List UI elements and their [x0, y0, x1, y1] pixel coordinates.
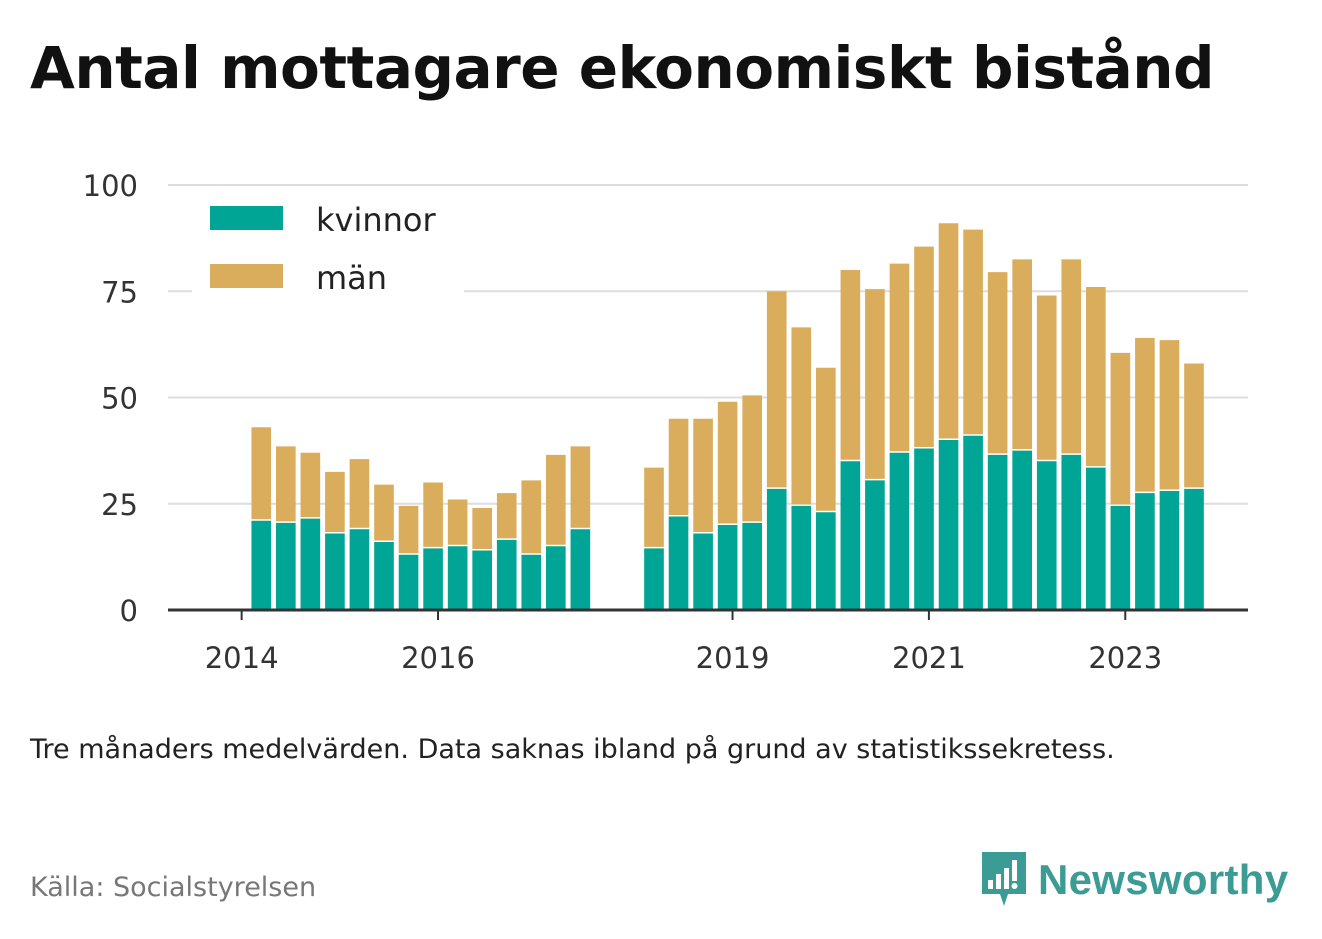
bar-man: [668, 418, 689, 515]
bar-kvinnor: [472, 550, 492, 610]
bar-kvinnor: [521, 554, 542, 610]
bar-man: [889, 263, 910, 452]
bar-man: [791, 327, 812, 505]
bar-man: [1135, 338, 1155, 492]
bar-kvinnor: [1036, 461, 1057, 610]
bar-man: [300, 452, 321, 518]
bar-man: [644, 467, 664, 547]
bar-kvinnor: [447, 546, 468, 610]
bar-kvinnor: [374, 542, 394, 610]
chart-title: Antal mottagare ekonomiskt bistånd: [30, 34, 1215, 102]
y-tick-label: 75: [101, 275, 138, 309]
x-tick-label: 2021: [892, 641, 966, 675]
bar-man: [816, 367, 836, 511]
bar-man: [325, 471, 345, 532]
bar-kvinnor: [1012, 450, 1032, 610]
bar-man: [374, 484, 394, 541]
bar-kvinnor: [1086, 467, 1106, 610]
bar-kvinnor: [398, 554, 419, 610]
y-tick-label: 50: [101, 382, 138, 416]
bar-man: [546, 454, 566, 545]
source-text: Källa: Socialstyrelsen: [30, 872, 317, 903]
bar-kvinnor: [766, 488, 787, 610]
axes: 0 25 50 75 100 2014 2016 2019 2021 2023: [83, 169, 1248, 675]
bar-man: [865, 289, 885, 479]
bar-man: [570, 446, 591, 528]
y-tick-label: 0: [120, 594, 138, 628]
brand-logo: Newsworthy: [980, 850, 1288, 910]
bar-kvinnor: [914, 448, 934, 610]
bar-kvinnor: [1159, 491, 1180, 610]
bar-kvinnor: [840, 461, 861, 610]
bar-kvinnor: [1135, 493, 1155, 610]
bar-man: [1012, 259, 1032, 450]
bar-kvinnor: [1184, 488, 1204, 610]
bar-kvinnor: [1061, 454, 1082, 610]
x-tick-label: 2016: [401, 641, 475, 675]
bar-man: [1110, 352, 1131, 505]
bar-man: [963, 229, 983, 435]
bar-kvinnor: [717, 525, 738, 610]
bar-kvinnor: [300, 518, 321, 610]
bar-man: [1036, 295, 1057, 460]
bar-man: [742, 395, 762, 522]
bar-kvinnor: [546, 546, 566, 610]
bar-man: [1086, 287, 1106, 467]
bar-man: [349, 459, 370, 528]
bar-chart: 0 25 50 75 100 2014 2016 2019 2021 2023 kvinnor mä…: [83, 169, 1248, 675]
bar-man: [840, 270, 861, 460]
bar-man: [914, 246, 934, 447]
bar-kvinnor: [816, 512, 836, 610]
newsworthy-logo-icon: [982, 852, 1026, 906]
bar-kvinnor: [889, 452, 910, 610]
bar-kvinnor: [791, 505, 812, 610]
bar-kvinnor: [570, 529, 591, 610]
bar-kvinnor: [644, 548, 664, 610]
bar-man: [423, 482, 443, 547]
bar-man: [398, 505, 419, 554]
y-tick-label: 25: [101, 488, 138, 522]
bar-kvinnor: [938, 440, 959, 610]
bar-man: [766, 291, 787, 488]
bar-man: [496, 493, 517, 539]
bar-man: [938, 223, 959, 439]
bar-kvinnor: [1110, 505, 1131, 610]
bar-man: [251, 427, 272, 520]
bar-man: [693, 418, 713, 532]
bar-man: [987, 272, 1008, 454]
bar-kvinnor: [251, 520, 272, 610]
bar-kvinnor: [865, 480, 885, 610]
bar-man: [276, 446, 296, 522]
bar-kvinnor: [349, 529, 370, 610]
legend-swatch: [210, 206, 283, 230]
bar-kvinnor: [693, 533, 713, 610]
chart-note: Tre månaders medelvärden. Data saknas ib…: [30, 734, 1115, 765]
y-tick-label: 100: [83, 169, 138, 203]
bar-kvinnor: [276, 522, 296, 610]
bar-kvinnor: [496, 539, 517, 610]
bar-man: [447, 499, 468, 545]
x-tick-label: 2023: [1088, 641, 1162, 675]
bar-kvinnor: [742, 522, 762, 610]
bar-kvinnor: [668, 516, 689, 610]
bar-kvinnor: [325, 533, 345, 610]
bar-man: [717, 401, 738, 524]
bar-man: [1159, 340, 1180, 490]
bars: [251, 223, 1204, 610]
bar-kvinnor: [963, 435, 983, 610]
legend-label: män: [316, 259, 387, 297]
x-tick-label: 2019: [696, 641, 770, 675]
x-tick-label: 2014: [205, 641, 279, 675]
bar-man: [1184, 363, 1204, 488]
bar-kvinnor: [423, 548, 443, 610]
brand-name: Newsworthy: [1038, 856, 1289, 903]
legend-label: kvinnor: [316, 201, 437, 239]
bar-man: [472, 508, 492, 549]
legend: kvinnor män: [192, 198, 464, 297]
legend-swatch: [210, 264, 283, 288]
bar-man: [521, 480, 542, 554]
bar-kvinnor: [987, 454, 1008, 610]
bar-man: [1061, 259, 1082, 454]
